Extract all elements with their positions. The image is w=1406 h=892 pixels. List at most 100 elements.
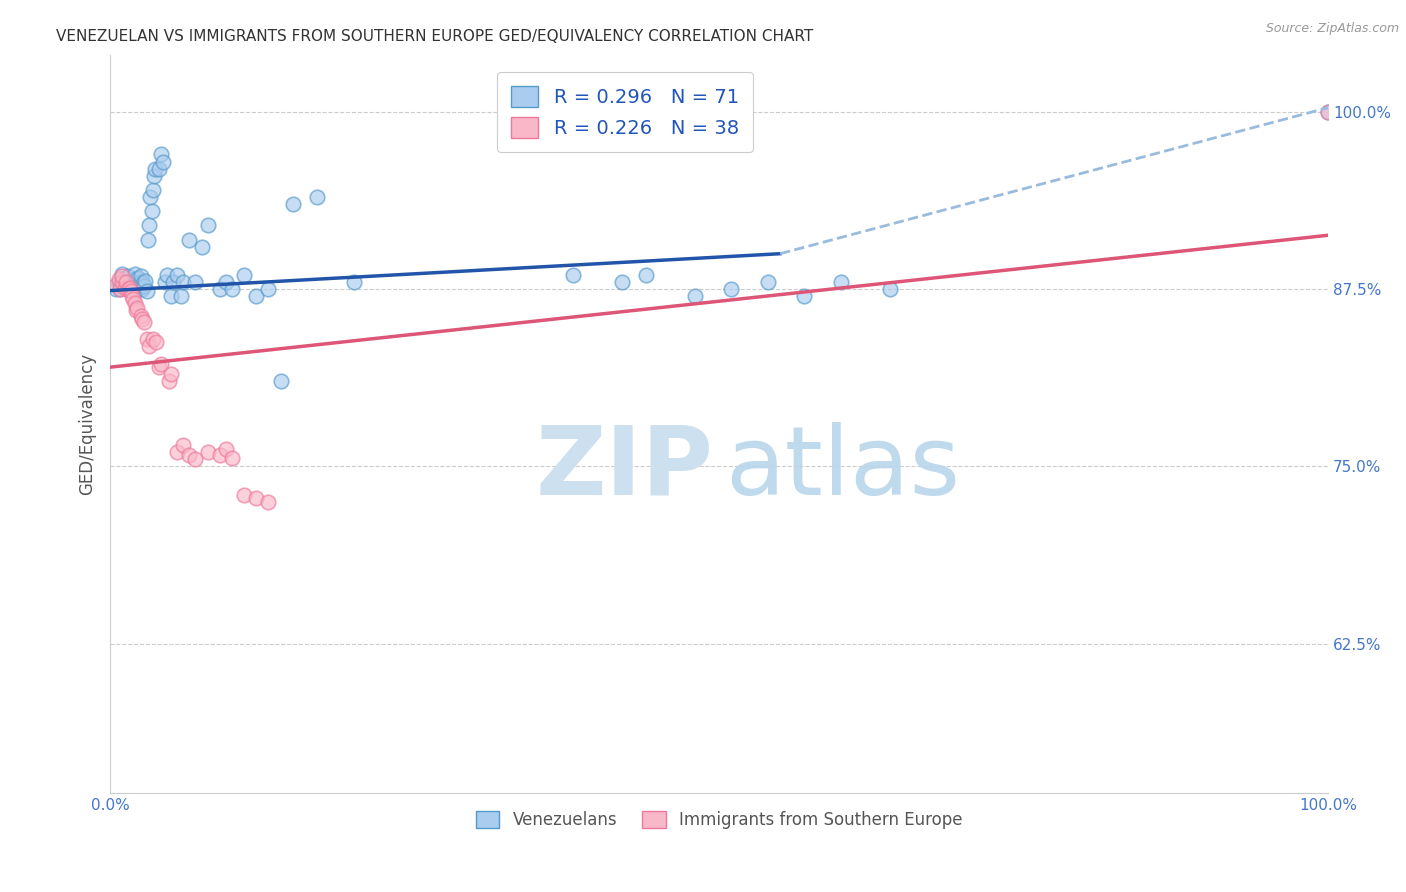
Point [179, 233, 201, 247]
Point [111, 275, 134, 289]
Point [148, 161, 170, 176]
Point [114, 277, 136, 291]
Point [124, 277, 146, 292]
Point [142, 183, 165, 197]
Point [115, 275, 138, 289]
Point [245, 289, 267, 303]
Point [125, 301, 148, 315]
Point [233, 488, 256, 502]
Point [131, 282, 153, 296]
Point [120, 277, 142, 291]
Point [636, 268, 658, 282]
Point [118, 281, 141, 295]
Point [720, 282, 742, 296]
Point [111, 267, 134, 281]
Point [157, 375, 180, 389]
Point [142, 332, 165, 346]
Point [108, 282, 131, 296]
Point [135, 284, 157, 298]
Point [170, 289, 193, 303]
Point [117, 282, 139, 296]
Point [756, 275, 779, 289]
Point [184, 452, 207, 467]
Point [115, 270, 138, 285]
Point [139, 190, 162, 204]
Point [111, 269, 134, 284]
Point [121, 274, 143, 288]
Point [129, 269, 152, 284]
Point [257, 282, 280, 296]
Point [136, 233, 159, 247]
Point [143, 161, 166, 176]
Point [793, 289, 815, 303]
Point [114, 281, 136, 295]
Point [184, 275, 207, 289]
Point [150, 357, 173, 371]
Legend: Venezuelans, Immigrants from Southern Europe: Venezuelans, Immigrants from Southern Eu… [470, 805, 969, 836]
Point [122, 292, 145, 306]
Point [138, 219, 160, 233]
Point [683, 289, 706, 303]
Point [125, 303, 148, 318]
Text: atlas: atlas [725, 422, 960, 515]
Point [281, 197, 304, 211]
Point [215, 442, 238, 457]
Point [134, 279, 156, 293]
Point [131, 312, 153, 326]
Text: Source: ZipAtlas.com: Source: ZipAtlas.com [1265, 22, 1399, 36]
Point [124, 272, 146, 286]
Point [138, 339, 160, 353]
Point [127, 270, 149, 285]
Point [162, 275, 184, 289]
Point [129, 275, 152, 289]
Point [150, 147, 173, 161]
Point [117, 275, 139, 289]
Point [197, 445, 219, 459]
Point [179, 448, 201, 462]
Point [125, 282, 148, 296]
Y-axis label: GED/Equivalency: GED/Equivalency [79, 353, 96, 495]
Point [105, 277, 128, 292]
Point [343, 275, 366, 289]
Point [153, 275, 176, 289]
Point [160, 289, 183, 303]
Point [129, 309, 152, 323]
Point [132, 277, 155, 291]
Point [105, 282, 128, 296]
Point [145, 334, 167, 349]
Point [148, 360, 170, 375]
Point [166, 445, 188, 459]
Point [215, 275, 238, 289]
Point [245, 491, 267, 505]
Point [115, 281, 138, 295]
Point [134, 315, 156, 329]
Point [197, 219, 219, 233]
Point [107, 272, 129, 286]
Point [879, 282, 901, 296]
Point [152, 154, 174, 169]
Point [221, 450, 243, 465]
Point [121, 279, 143, 293]
Point [117, 269, 139, 284]
Point [233, 268, 256, 282]
Point [122, 284, 145, 298]
Point [108, 282, 131, 296]
Point [830, 275, 852, 289]
Point [160, 368, 183, 382]
Point [111, 277, 134, 292]
Point [156, 268, 179, 282]
Point [610, 275, 633, 289]
Point [125, 277, 148, 291]
Point [221, 282, 243, 296]
Point [124, 296, 146, 310]
Point [257, 495, 280, 509]
Point [190, 239, 212, 253]
Point [172, 438, 194, 452]
Point [111, 272, 134, 286]
Point [208, 448, 231, 462]
Point [143, 169, 166, 183]
Point [124, 267, 146, 281]
Text: VENEZUELAN VS IMMIGRANTS FROM SOUTHERN EUROPE GED/EQUIVALENCY CORRELATION CHART: VENEZUELAN VS IMMIGRANTS FROM SOUTHERN E… [56, 29, 814, 44]
Text: ZIP: ZIP [536, 422, 713, 515]
Point [135, 332, 157, 346]
